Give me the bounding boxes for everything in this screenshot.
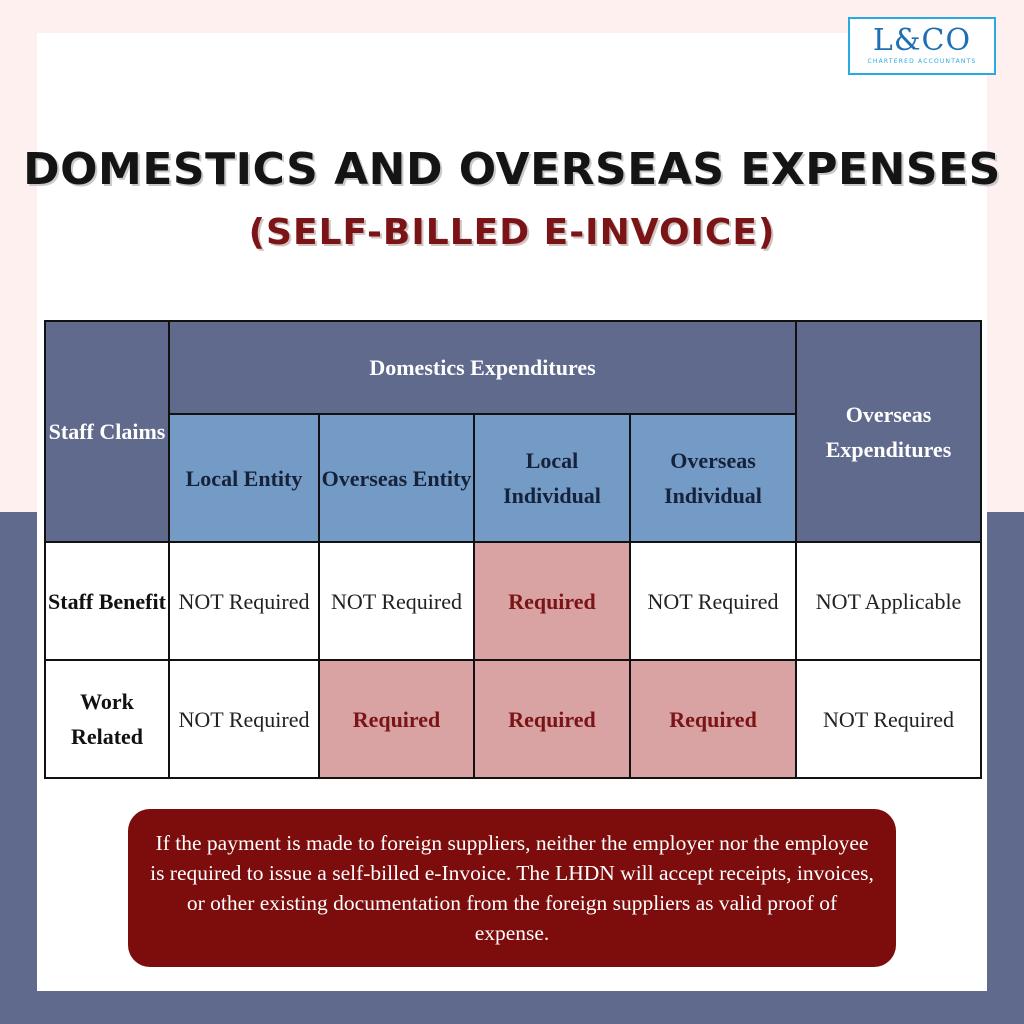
table-cell: NOT Required — [168, 659, 320, 779]
table-row: Work Related NOT Required Required Requi… — [44, 659, 983, 779]
local-entity-header: Local Entity — [168, 413, 320, 543]
staff-claims-header: Staff Claims — [44, 320, 170, 543]
note-text: If the payment is made to foreign suppli… — [150, 831, 874, 945]
overseas-expenditures-header: Overseas Expenditures — [795, 320, 983, 543]
overseas-individual-header: Overseas Individual — [628, 413, 798, 543]
table-cell: NOT Required — [168, 541, 320, 661]
table-cell-required: Required — [318, 659, 475, 779]
page-subtitle: (SELF-BILLED E-INVOICE) — [248, 212, 776, 253]
row-label-staff-benefit: Staff Benefit — [44, 541, 170, 661]
logo-tagline: CHARTERED ACCOUNTANTS — [867, 58, 977, 65]
foreign-suppliers-note: If the payment is made to foreign suppli… — [128, 809, 896, 967]
table-cell: NOT Required — [318, 541, 475, 661]
overseas-entity-header: Overseas Entity — [318, 413, 475, 543]
table-cell-required: Required — [628, 659, 798, 779]
company-logo: L&CO CHARTERED ACCOUNTANTS — [848, 17, 996, 75]
table-cell: NOT Applicable — [795, 541, 983, 661]
table-cell: NOT Required — [628, 541, 798, 661]
table-row: Staff Benefit NOT Required NOT Required … — [44, 541, 983, 661]
table-cell: NOT Required — [795, 659, 983, 779]
row-label-work-related: Work Related — [44, 659, 170, 779]
page-title: DOMESTICS AND OVERSEAS EXPENSES — [23, 144, 1001, 195]
requirements-table: Staff Claims Domestics Expenditures Over… — [44, 320, 983, 779]
table-cell-required: Required — [473, 659, 631, 779]
table-cell-required: Required — [473, 541, 631, 661]
local-individual-header: Local Individual — [473, 413, 631, 543]
logo-mark: L&CO — [872, 23, 972, 58]
domestic-expenditures-header: Domestics Expenditures — [167, 320, 798, 415]
